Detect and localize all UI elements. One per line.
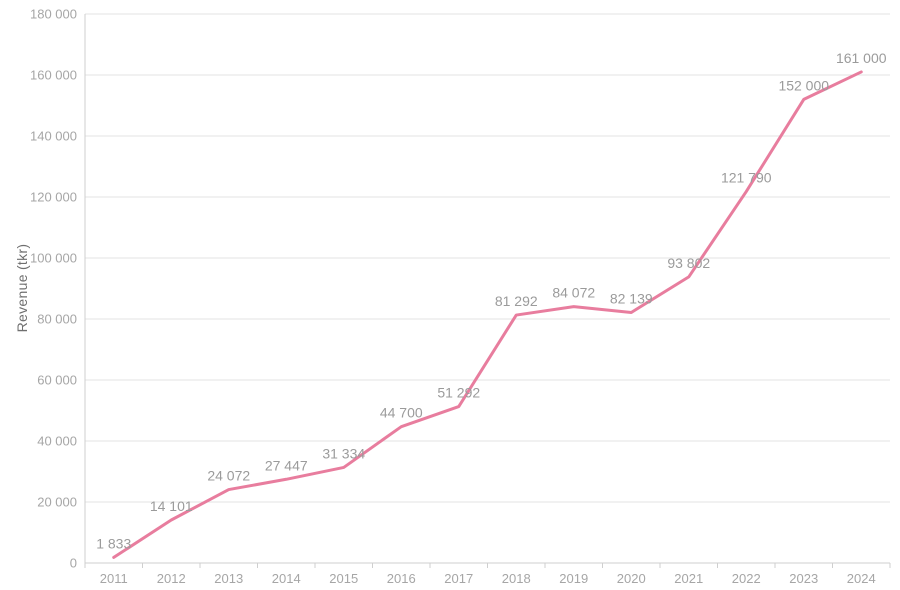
y-tick-label: 60 000 xyxy=(37,373,77,388)
x-tick-label: 2020 xyxy=(617,571,646,586)
data-point-label: 93 802 xyxy=(667,255,710,271)
data-point-label: 1 833 xyxy=(96,535,131,551)
x-tick-label: 2015 xyxy=(329,571,358,586)
data-point-label: 27 447 xyxy=(265,457,308,473)
y-tick-label: 40 000 xyxy=(37,434,77,449)
x-tick-label: 2023 xyxy=(789,571,818,586)
x-tick-label: 2012 xyxy=(157,571,186,586)
x-tick-label: 2016 xyxy=(387,571,416,586)
data-point-label: 14 101 xyxy=(150,498,193,514)
y-tick-label: 80 000 xyxy=(37,312,77,327)
x-tick-label: 2018 xyxy=(502,571,531,586)
y-tick-label: 0 xyxy=(70,556,77,571)
y-tick-label: 140 000 xyxy=(30,129,77,144)
y-tick-label: 100 000 xyxy=(30,251,77,266)
data-point-label: 152 000 xyxy=(778,77,829,93)
x-tick-label: 2013 xyxy=(214,571,243,586)
y-tick-label: 180 000 xyxy=(30,7,77,22)
x-tick-label: 2017 xyxy=(444,571,473,586)
data-point-label: 161 000 xyxy=(836,50,887,66)
data-point-label: 24 072 xyxy=(207,468,250,484)
x-tick-label: 2022 xyxy=(732,571,761,586)
x-tick-label: 2014 xyxy=(272,571,301,586)
x-tick-label: 2011 xyxy=(100,571,128,586)
y-axis-title: Revenue (tkr) xyxy=(14,243,30,333)
x-tick-label: 2024 xyxy=(847,571,876,586)
x-tick-label: 2019 xyxy=(559,571,588,586)
revenue-line xyxy=(112,70,863,559)
data-point-label: 44 700 xyxy=(380,405,423,421)
y-tick-label: 120 000 xyxy=(30,190,77,205)
y-tick-label: 20 000 xyxy=(37,495,77,510)
data-point-label: 31 334 xyxy=(322,445,365,461)
data-point-label: 84 072 xyxy=(552,285,595,301)
data-point-label: 81 292 xyxy=(495,293,538,309)
y-tick-label: 160 000 xyxy=(30,68,77,83)
x-tick-label: 2021 xyxy=(674,571,703,586)
data-point-label: 51 292 xyxy=(437,385,480,401)
data-point-label: 121 790 xyxy=(721,170,772,186)
data-point-label: 82 139 xyxy=(610,290,653,306)
